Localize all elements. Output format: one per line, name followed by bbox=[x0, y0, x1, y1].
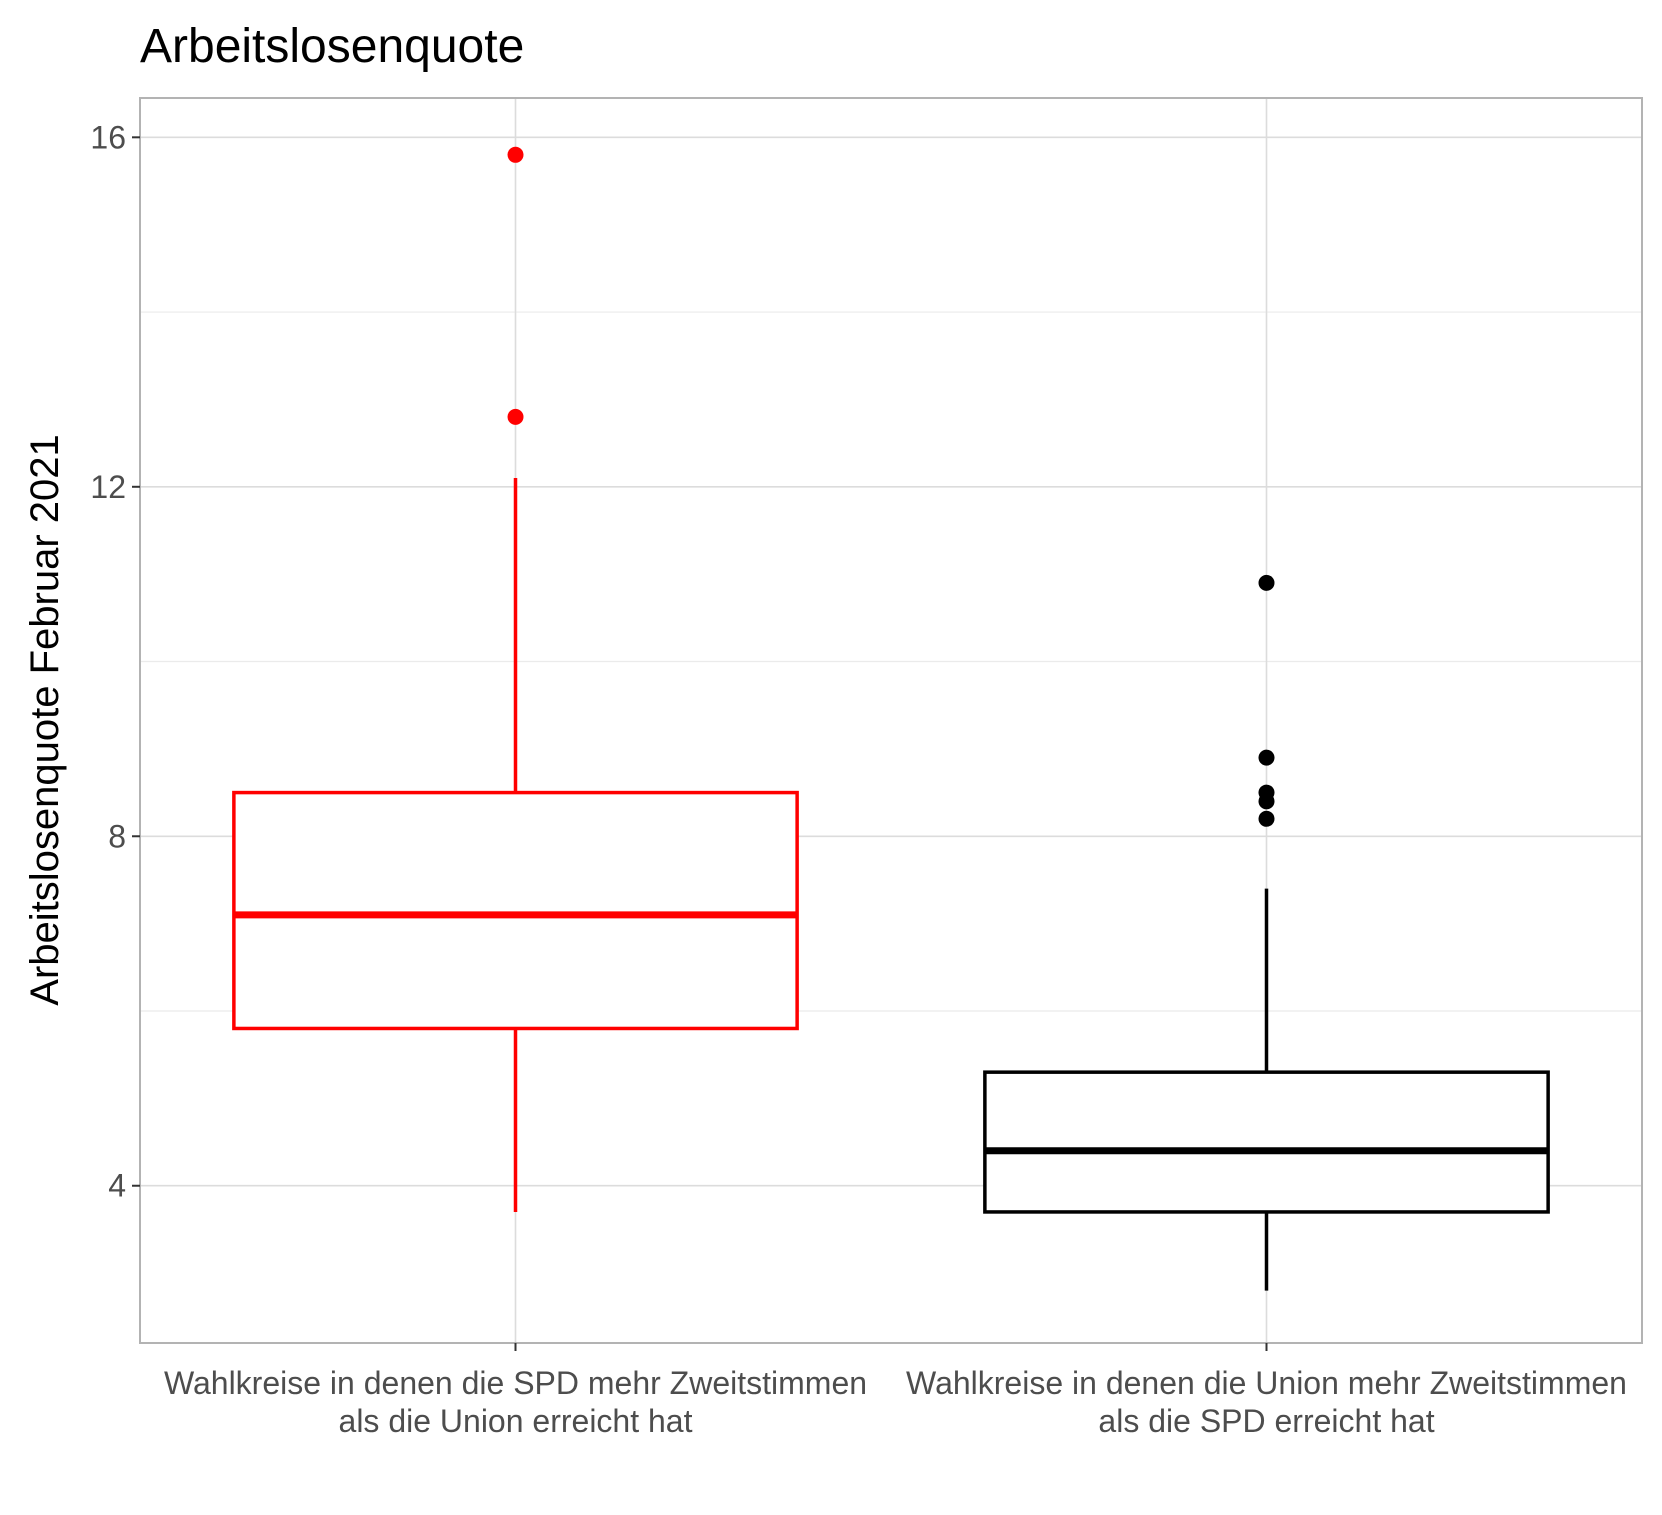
outlier-point bbox=[507, 408, 524, 425]
boxplot-1 bbox=[232, 146, 799, 1212]
outlier-point bbox=[1258, 574, 1275, 591]
outlier-point bbox=[1258, 749, 1275, 766]
x-tick-label: Wahlkreise in denen die Union mehr Zweit… bbox=[906, 1365, 1627, 1439]
y-axis-ticks: 4 8 12 16 bbox=[90, 119, 140, 1204]
boxplot-2 bbox=[983, 574, 1550, 1291]
x-tick-label: Wahlkreise in denen die SPD mehr Zweitst… bbox=[164, 1365, 867, 1439]
y-tick-label: 16 bbox=[90, 119, 126, 155]
y-axis-label: Arbeitslosenquote Februar 2021 bbox=[23, 434, 67, 1005]
y-tick-label: 4 bbox=[108, 1168, 126, 1204]
outlier-point bbox=[1258, 793, 1275, 810]
box bbox=[232, 790, 799, 1031]
x-axis-ticks: Wahlkreise in denen die SPD mehr Zweitst… bbox=[164, 1343, 1627, 1439]
outlier-point bbox=[507, 146, 524, 163]
chart-title: Arbeitslosenquote bbox=[140, 20, 524, 73]
box bbox=[983, 1070, 1550, 1214]
plot-panel-border bbox=[139, 97, 1643, 1344]
outlier-point bbox=[1258, 810, 1275, 827]
y-tick-label: 12 bbox=[90, 469, 126, 505]
y-tick-label: 8 bbox=[108, 818, 126, 854]
boxplots bbox=[232, 146, 1550, 1291]
